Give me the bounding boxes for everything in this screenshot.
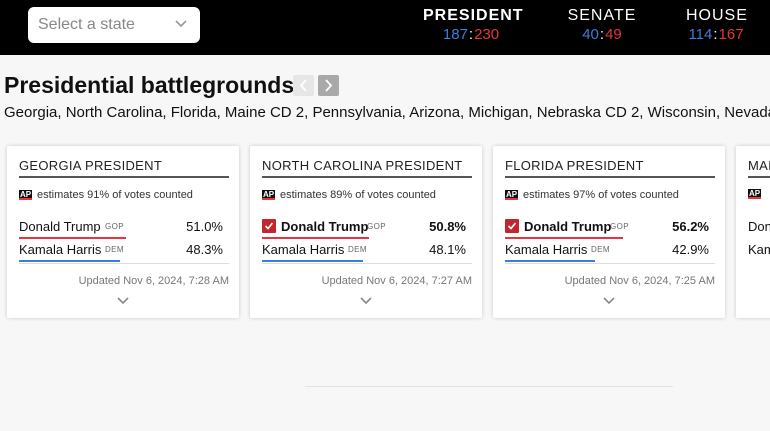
estimate-line: AP estimates 97% of votes counted — [505, 189, 679, 201]
estimate-text: estimates 91% of votes counted — [37, 189, 193, 201]
candidate-name: Donald Trump — [19, 219, 101, 234]
race-label: PRESIDENT — [423, 7, 524, 24]
battleground-states-list: Georgia, North Carolina, Florida, Maine … — [4, 104, 770, 121]
race-tally: 187:230 — [442, 26, 500, 43]
updated-timestamp: Updated Nov 6, 2024, 7:27 AM — [321, 275, 472, 287]
vote-percent: 48.1% — [429, 242, 466, 257]
candidate-name: Kam — [748, 242, 770, 257]
candidate-row: Donald Trump GOP 50.8% — [262, 217, 472, 239]
party-label: GOP — [105, 222, 124, 231]
row-divider — [262, 263, 472, 264]
candidate-row: Kamala Harris DEM 42.9% — [505, 240, 715, 262]
vote-percent: 50.8% — [429, 219, 466, 234]
race-tally: 40:49 — [582, 26, 622, 43]
ap-logo-icon: AP — [262, 190, 275, 200]
card-title: NORTH CAROLINA PRESIDENT — [262, 158, 472, 178]
row-divider — [19, 263, 229, 264]
race-tally: 114:167 — [688, 26, 744, 43]
chevron-down-icon[interactable] — [359, 296, 373, 306]
vote-percent: 51.0% — [186, 219, 223, 234]
vote-share-bar — [19, 237, 127, 239]
vote-share-bar — [262, 260, 363, 262]
updated-timestamp: Updated Nov 6, 2024, 7:28 AM — [78, 275, 229, 287]
top-bar: Select a state PRESIDENT 187:230 SENATE … — [0, 0, 770, 55]
race-president[interactable]: PRESIDENT 187:230 — [423, 6, 524, 44]
estimate-line: AP estimates 91% of votes counted — [19, 189, 193, 201]
chevron-right-icon — [325, 79, 333, 92]
race-house[interactable]: HOUSE 114:167 — [686, 6, 748, 44]
race-label: SENATE — [567, 7, 637, 24]
chevron-down-icon — [175, 20, 187, 28]
candidate-row: Kam — [748, 240, 770, 262]
party-label: GOP — [610, 222, 629, 231]
candidate-name: Kamala Harris — [19, 242, 102, 257]
vote-percent: 56.2% — [672, 219, 709, 234]
ap-logo-icon: AP — [19, 190, 32, 200]
estimate-text: estimates 97% of votes counted — [523, 189, 679, 201]
candidate-name: Donald Trump — [281, 219, 369, 234]
vote-share-bar — [505, 260, 596, 262]
chevron-left-icon — [299, 79, 307, 92]
party-label: GOP — [367, 222, 386, 231]
winner-check-icon — [505, 219, 519, 233]
race-senate[interactable]: SENATE 40:49 — [567, 6, 637, 44]
estimate-line: AP estimates 89% of votes counted — [262, 189, 436, 201]
dem-count: 114 — [688, 26, 713, 43]
dem-count: 187 — [442, 26, 468, 43]
state-select[interactable]: Select a state — [28, 7, 200, 43]
race-card-florida[interactable]: FLORIDA PRESIDENT AP estimates 97% of vot… — [493, 146, 725, 318]
updated-timestamp: Updated Nov 6, 2024, 7:25 AM — [564, 275, 715, 287]
vote-share-bar — [505, 237, 624, 239]
state-select-placeholder: Select a state — [38, 16, 135, 33]
rep-count: 167 — [718, 26, 744, 43]
ap-logo-icon: AP — [505, 190, 518, 200]
estimate-line: AP — [748, 189, 766, 199]
rep-count: 49 — [605, 26, 622, 43]
party-label: DEM — [105, 245, 124, 254]
candidate-row: Donald Trump GOP 51.0% — [19, 217, 229, 239]
vote-percent: 48.3% — [186, 242, 223, 257]
dem-count: 40 — [582, 26, 599, 43]
race-label: HOUSE — [686, 7, 748, 24]
winner-check-icon — [262, 219, 276, 233]
race-card-maine-partial[interactable]: MAI AP Don Kam — [736, 146, 770, 318]
chevron-down-icon[interactable] — [602, 296, 616, 306]
card-title: FLORIDA PRESIDENT — [505, 158, 715, 178]
candidate-name: Kamala Harris — [505, 242, 588, 257]
page-title: Presidential battlegrounds — [4, 72, 295, 98]
vote-share-bar — [19, 260, 121, 262]
candidate-row: Kamala Harris DEM 48.1% — [262, 240, 472, 262]
candidate-row: Don — [748, 217, 770, 239]
chevron-down-icon[interactable] — [116, 296, 130, 306]
estimate-text: estimates 89% of votes counted — [280, 189, 436, 201]
candidate-row: Kamala Harris DEM 48.3% — [19, 240, 229, 262]
vote-percent: 42.9% — [672, 242, 709, 257]
rep-count: 230 — [474, 26, 500, 43]
card-title: MAI — [748, 158, 770, 178]
candidate-name: Kamala Harris — [262, 242, 345, 257]
candidate-row: Donald Trump GOP 56.2% — [505, 217, 715, 239]
race-card-north-carolina[interactable]: NORTH CAROLINA PRESIDENT AP estimates 89%… — [250, 146, 482, 318]
candidate-name: Donald Trump — [524, 219, 612, 234]
race-card-georgia[interactable]: GEORGIA PRESIDENT AP estimates 91% of vot… — [7, 146, 239, 318]
party-label: DEM — [591, 245, 610, 254]
vote-share-bar — [262, 237, 369, 239]
carousel-next-button[interactable] — [318, 75, 339, 96]
row-divider — [505, 263, 715, 264]
carousel-prev-button[interactable] — [293, 75, 314, 96]
candidate-name: Don — [748, 219, 770, 234]
party-label: DEM — [348, 245, 367, 254]
card-title: GEORGIA PRESIDENT — [19, 158, 229, 178]
ap-logo-icon: AP — [748, 189, 761, 199]
section-divider — [305, 386, 673, 387]
